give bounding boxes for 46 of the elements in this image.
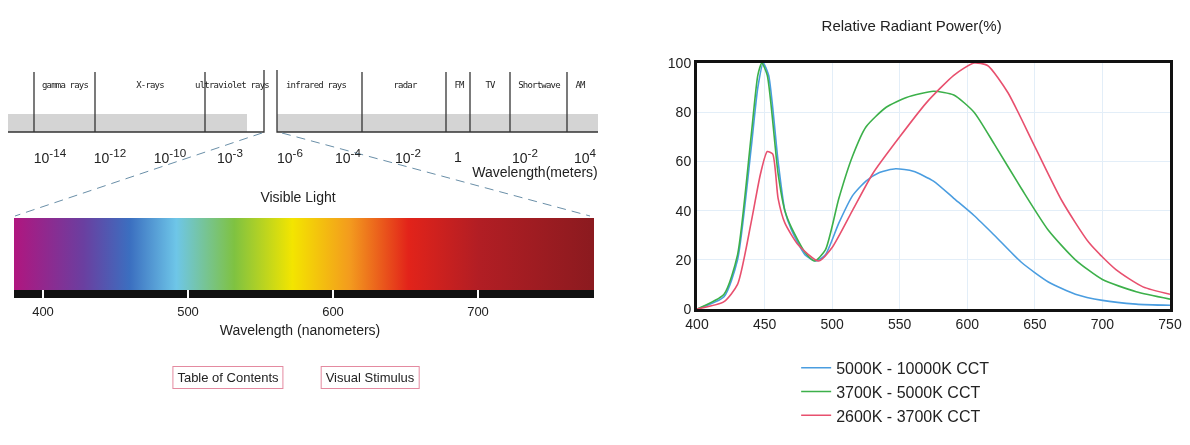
text: 10$^{-2}$	[395, 146, 421, 166]
text: infrared rays	[285, 80, 347, 90]
x-tick-label: 550	[888, 315, 912, 332]
text: Visible Light	[260, 189, 336, 205]
y-tick-label: 80	[675, 104, 692, 121]
x-tick-label: 400	[685, 315, 709, 332]
text: FM	[454, 80, 464, 90]
line-series	[697, 63, 1170, 309]
y-tick-label: 20	[675, 251, 692, 268]
text: radar	[393, 80, 417, 90]
text: X-rays	[136, 80, 164, 90]
text: Table of Contents	[172, 366, 284, 389]
text: 10$^{-14}$	[33, 146, 67, 166]
legend-label: 3700K - 5000K CCT	[836, 383, 981, 401]
chart-title: Relative Radiant Power(%)	[821, 16, 1002, 34]
text: Visual Stimulus	[320, 366, 420, 389]
x-tick-label: 650	[1023, 315, 1047, 332]
legend-label: 5000K - 10000K CCT	[836, 359, 990, 377]
y-tick-label: 60	[675, 153, 692, 170]
x-tick-label: 500	[820, 315, 845, 332]
text: 700	[467, 304, 489, 319]
text: 10$^{4}$	[573, 146, 597, 166]
text: 600	[322, 304, 344, 319]
text: 10$^{-2}$	[512, 146, 538, 166]
text: TV	[485, 80, 495, 90]
text: 1	[454, 149, 462, 165]
text: 500	[177, 304, 199, 319]
x-tick-label: 700	[1090, 315, 1115, 332]
text: 10$^{-12}$	[93, 146, 127, 166]
text: Shortwave	[518, 80, 560, 90]
legend-label: 2600K - 3700K CCT	[836, 407, 981, 425]
text: 10$^{-6}$	[277, 146, 303, 166]
x-tick-label: 450	[752, 315, 777, 332]
text: AM	[575, 80, 585, 90]
text: gamma rays	[41, 80, 89, 90]
text: 10$^{-10}$	[153, 146, 187, 166]
text: Wavelength(meters)	[472, 164, 598, 180]
y-tick-label: 0	[683, 300, 692, 317]
text: Wavelength (nanometers)	[219, 322, 381, 338]
text: 400	[32, 304, 54, 319]
x-tick-label: 600	[955, 315, 980, 332]
y-tick-label: 40	[675, 202, 692, 219]
text: 10$^{-4}$	[335, 146, 361, 166]
text: 10$^{-3}$	[217, 146, 243, 166]
x-tick-label: 750	[1158, 315, 1182, 332]
y-tick-label: 100	[667, 54, 692, 71]
